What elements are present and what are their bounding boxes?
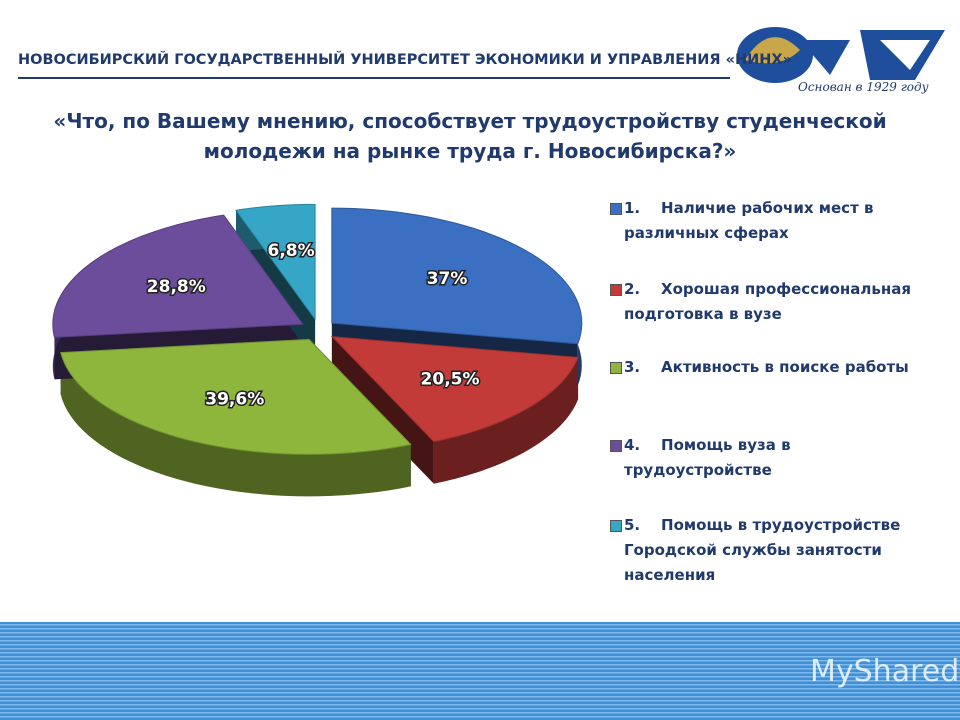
legend-swatch bbox=[610, 362, 622, 374]
legend-entry: 1. Наличие рабочих мест в различных сфер… bbox=[610, 196, 924, 246]
pie: 37% 20,5% 39,6% 28,8% 6,8% bbox=[52, 203, 583, 497]
legend-swatch bbox=[610, 284, 622, 296]
slice-side bbox=[433, 357, 579, 484]
slice bbox=[330, 336, 579, 443]
legend-swatch bbox=[610, 440, 622, 452]
header-title: НОВОСИБИРСКИЙ ГОСУДАРСТВЕННЫЙ УНИВЕРСИТЕ… bbox=[18, 52, 792, 68]
legend-entry: 4. Помощь вуза в трудоустройстве bbox=[610, 433, 924, 483]
logo-caption: Основан в 1929 году bbox=[798, 80, 929, 94]
slice-side bbox=[60, 352, 411, 497]
data-label: 37% bbox=[427, 269, 468, 289]
slice bbox=[235, 203, 316, 321]
footer-stripes bbox=[0, 622, 960, 720]
logo bbox=[737, 27, 945, 83]
chart-title: «Что, по Вашему мнению, способствует тру… bbox=[53, 109, 887, 163]
slice bbox=[331, 207, 583, 345]
legend-label: 2. Хорошая профессиональная подготовка в… bbox=[624, 280, 911, 323]
slice bbox=[60, 338, 412, 455]
legend-label: 1. Наличие рабочих мест в различных сфер… bbox=[624, 199, 874, 242]
slice bbox=[52, 214, 304, 338]
legend-entry: 3. Активность в поиске работы bbox=[610, 355, 924, 380]
legend-swatch bbox=[610, 520, 622, 532]
data-label: 28,8% bbox=[147, 277, 206, 297]
data-label: 20,5% bbox=[421, 369, 480, 389]
legend-label: 4. Помощь вуза в трудоустройстве bbox=[624, 436, 791, 479]
legend-label: 3. Активность в поиске работы bbox=[624, 358, 909, 376]
legend-label: 5. Помощь в трудоустройстве Городской сл… bbox=[624, 516, 901, 584]
legend-swatch bbox=[610, 203, 622, 215]
watermark: MyShared bbox=[810, 654, 960, 689]
legend-entry: 2. Хорошая профессиональная подготовка в… bbox=[610, 277, 924, 327]
data-label: 6,8% bbox=[267, 241, 314, 261]
data-label: 39,6% bbox=[205, 389, 264, 409]
legend-entry: 5. Помощь в трудоустройстве Городской сл… bbox=[610, 513, 924, 588]
